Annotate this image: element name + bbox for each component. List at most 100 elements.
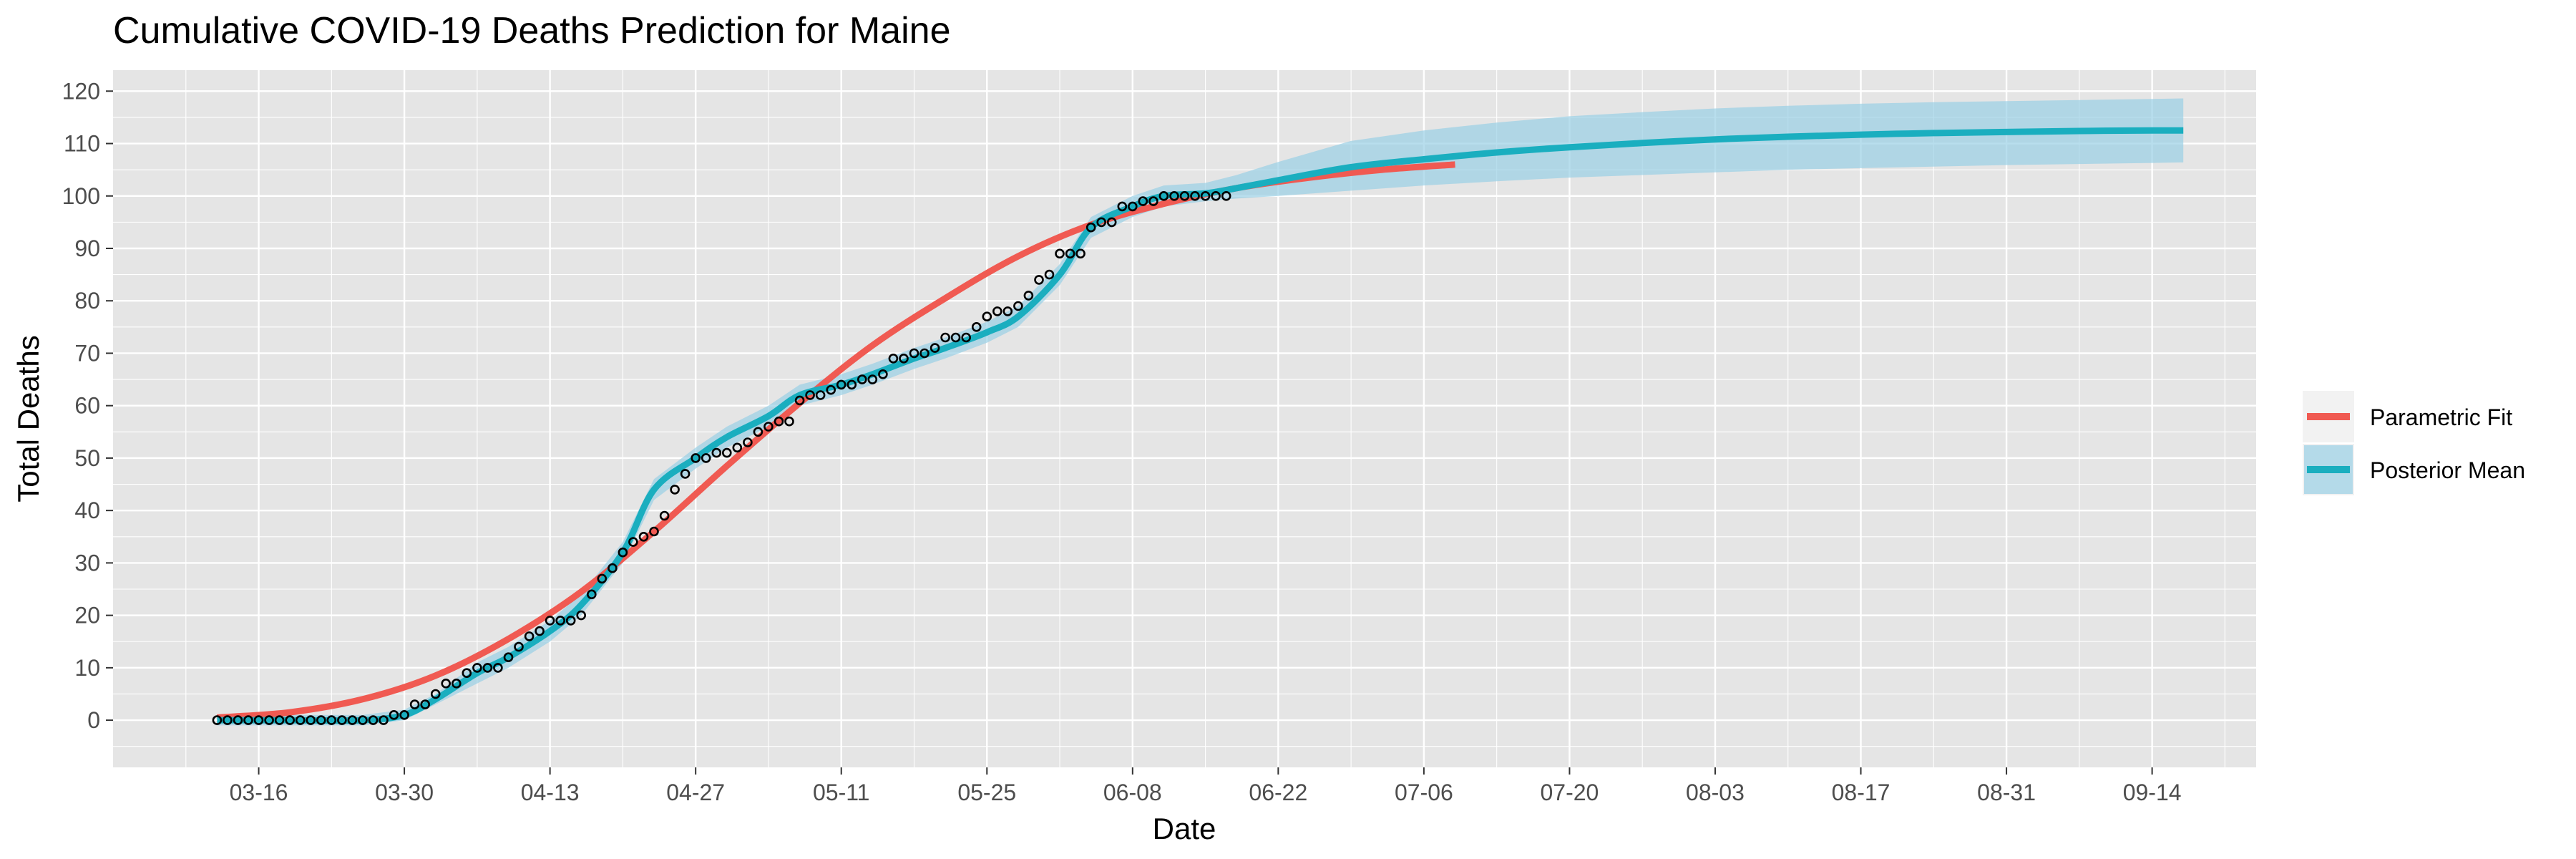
observed-point bbox=[358, 715, 368, 725]
observed-point bbox=[794, 395, 805, 406]
observed-point bbox=[274, 715, 285, 725]
observed-point bbox=[618, 547, 628, 558]
observed-point bbox=[1200, 190, 1211, 201]
x-tick-label: 06-22 bbox=[1249, 780, 1307, 805]
observed-point bbox=[1169, 190, 1179, 201]
observed-point bbox=[462, 668, 472, 679]
y-tick-label: 40 bbox=[74, 498, 100, 523]
observed-point bbox=[628, 537, 638, 547]
observed-point bbox=[857, 374, 867, 384]
y-tick-label: 10 bbox=[74, 655, 100, 681]
observed-point bbox=[451, 678, 462, 689]
observed-point bbox=[1023, 291, 1034, 301]
observed-point bbox=[316, 715, 326, 725]
y-tick-label: 110 bbox=[64, 131, 100, 157]
plot-panel bbox=[113, 70, 2256, 767]
observed-point bbox=[493, 663, 503, 673]
chart-title: Cumulative COVID-19 Deaths Prediction fo… bbox=[113, 10, 950, 52]
x-tick-label: 03-16 bbox=[230, 780, 288, 805]
observed-point bbox=[826, 384, 836, 395]
y-tick-label: 100 bbox=[62, 183, 100, 209]
observed-point bbox=[306, 715, 316, 725]
observed-point bbox=[555, 616, 566, 626]
observed-point bbox=[514, 641, 524, 652]
observed-point bbox=[1065, 248, 1075, 259]
observed-point bbox=[732, 442, 743, 453]
x-tick-label: 07-20 bbox=[1541, 780, 1599, 805]
observed-point bbox=[919, 348, 930, 359]
observed-point bbox=[721, 447, 732, 458]
observed-point bbox=[982, 311, 992, 322]
observed-point bbox=[971, 321, 982, 332]
observed-point bbox=[399, 709, 409, 720]
y-tick-label: 50 bbox=[74, 445, 100, 471]
series-lines-layer bbox=[217, 127, 2184, 724]
observed-point bbox=[1034, 275, 1044, 285]
observed-point bbox=[847, 379, 857, 390]
posterior-mean-line bbox=[217, 127, 2184, 724]
observed-point bbox=[1190, 190, 1200, 201]
y-tick-label: 80 bbox=[74, 288, 100, 314]
observed-point bbox=[389, 709, 399, 720]
observed-point bbox=[1085, 222, 1096, 233]
x-axis-title: Date bbox=[1153, 812, 1216, 845]
y-tick-label: 120 bbox=[62, 78, 100, 104]
observed-point bbox=[420, 699, 431, 709]
observed-point bbox=[337, 715, 347, 725]
observed-point bbox=[659, 510, 670, 521]
x-tick-label: 04-27 bbox=[666, 780, 725, 805]
y-tick-label: 0 bbox=[87, 707, 100, 733]
observed-point bbox=[1117, 201, 1128, 212]
observed-point bbox=[638, 531, 649, 542]
observed-point bbox=[1002, 306, 1013, 316]
observed-point bbox=[753, 427, 763, 437]
observed-point bbox=[805, 390, 815, 400]
observed-point bbox=[326, 715, 337, 725]
observed-point bbox=[774, 416, 784, 427]
legend-label-parametric: Parametric Fit bbox=[2370, 404, 2512, 430]
observed-point bbox=[1128, 201, 1138, 212]
y-tick-label: 20 bbox=[74, 603, 100, 629]
observed-point bbox=[223, 715, 233, 725]
observed-point bbox=[243, 715, 253, 725]
x-axis-ticks: 03-16 03-30 04-13 04-27 05-11 05-25 06-08 06-22… bbox=[230, 767, 2182, 805]
observed-point bbox=[836, 379, 847, 390]
observed-point bbox=[285, 715, 296, 725]
observed-point bbox=[472, 663, 482, 673]
observed-point bbox=[212, 715, 223, 725]
x-tick-label: 05-11 bbox=[813, 780, 869, 805]
observed-point bbox=[670, 485, 680, 495]
observed-point bbox=[379, 715, 389, 725]
observed-point bbox=[867, 374, 878, 384]
observed-point bbox=[701, 453, 711, 463]
observed-point bbox=[409, 699, 420, 709]
observed-point bbox=[264, 715, 274, 725]
observed-point bbox=[888, 353, 899, 364]
x-tick-label: 08-17 bbox=[1832, 780, 1890, 805]
observed-point bbox=[784, 416, 794, 427]
observed-point bbox=[1096, 217, 1106, 228]
observed-point bbox=[680, 469, 691, 479]
observed-point bbox=[1075, 248, 1085, 259]
observed-point bbox=[743, 437, 753, 447]
observed-point bbox=[565, 616, 576, 626]
observed-point bbox=[1106, 217, 1117, 228]
observed-point bbox=[608, 563, 618, 573]
observed-point bbox=[961, 332, 971, 343]
x-tick-label: 08-31 bbox=[1977, 780, 2036, 805]
observed-point bbox=[992, 306, 1002, 316]
x-tick-label: 04-13 bbox=[521, 780, 580, 805]
legend: Parametric Fit Posterior Mean bbox=[2303, 391, 2525, 495]
observed-point bbox=[482, 663, 493, 673]
observed-point bbox=[1013, 301, 1023, 311]
x-tick-label: 07-06 bbox=[1395, 780, 1453, 805]
observed-point bbox=[347, 715, 358, 725]
grid-minor bbox=[113, 70, 2256, 767]
observed-point bbox=[253, 715, 264, 725]
observed-point bbox=[1211, 190, 1221, 201]
legend-label-posterior: Posterior Mean bbox=[2370, 457, 2525, 483]
observed-point bbox=[295, 715, 306, 725]
y-axis-title: Total Deaths bbox=[11, 335, 45, 502]
observed-point bbox=[586, 589, 597, 600]
